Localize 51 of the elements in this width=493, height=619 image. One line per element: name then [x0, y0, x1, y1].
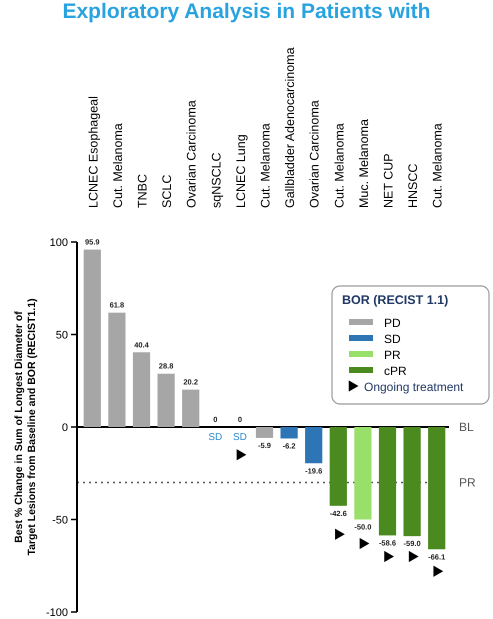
y-tick-label: 50	[56, 330, 68, 342]
x-tick-label: Cut. Melanoma	[258, 123, 272, 208]
x-tick-label: Ovarian Carcinoma	[184, 100, 199, 208]
x-tick-label: HNSCC	[406, 164, 420, 208]
x-tick-label: LCNEC Lung	[234, 134, 248, 208]
point	[360, 538, 370, 550]
point	[433, 566, 444, 577]
chart-title: Exploratory Analysis in Patients with	[62, 0, 430, 23]
bar	[256, 427, 274, 438]
legend-label: SD	[384, 332, 402, 346]
y-tick-label: -50	[52, 514, 68, 526]
y-tick-label: 0	[62, 422, 68, 434]
bar	[305, 427, 322, 464]
legend-title: BOR (RECIST 1.1)	[342, 293, 448, 307]
point	[236, 449, 246, 460]
y-axis-title: Best % Change in Sum of Longest Diameter of Target Lesions from Baseline and BOR (RECIST1.1)	[13, 298, 38, 556]
bar	[132, 352, 150, 427]
annotation: SD	[232, 432, 247, 443]
bar	[354, 427, 372, 520]
point	[335, 528, 345, 540]
point	[408, 550, 419, 562]
bar	[403, 427, 421, 536]
y-tick-label: 100	[50, 237, 68, 249]
bar	[428, 427, 446, 550]
y-tick-label: -100	[46, 607, 68, 619]
legend-label: PD	[384, 316, 402, 330]
bar	[280, 427, 298, 438]
x-tick-label: TNBC	[136, 174, 150, 208]
x-tick-label: NET CUP	[382, 153, 396, 208]
annotation: SD	[208, 432, 222, 443]
legend-label: PR	[384, 348, 402, 362]
bar	[378, 427, 396, 536]
bar	[84, 250, 101, 427]
x-tick-label: Muc. Melanoma	[356, 119, 371, 208]
bar	[108, 312, 126, 427]
bar	[182, 390, 200, 427]
x-tick-label: Cut. Melanoma	[332, 123, 346, 208]
ref-line-label: BL	[459, 420, 474, 434]
bar	[157, 374, 175, 427]
x-tick-label: Ovarian Carcinoma	[308, 100, 322, 208]
x-tick-label: LCNEC Esophageal	[86, 96, 100, 208]
x-tick-label: Cut. Melanoma	[110, 123, 125, 208]
legend-label: Ongoing treatment	[364, 380, 464, 394]
x-tick-label: sqNSCLC	[209, 152, 224, 208]
point	[384, 550, 394, 562]
x-tick-label: Cut. Melanoma	[430, 123, 445, 208]
x-tick-label: Gallbladder Adenocarcinoma	[283, 47, 298, 208]
ref-line-label: PR	[459, 476, 476, 490]
bar	[330, 427, 347, 506]
x-tick-label: SCLC	[160, 174, 174, 208]
legend-label: cPR	[384, 364, 408, 378]
